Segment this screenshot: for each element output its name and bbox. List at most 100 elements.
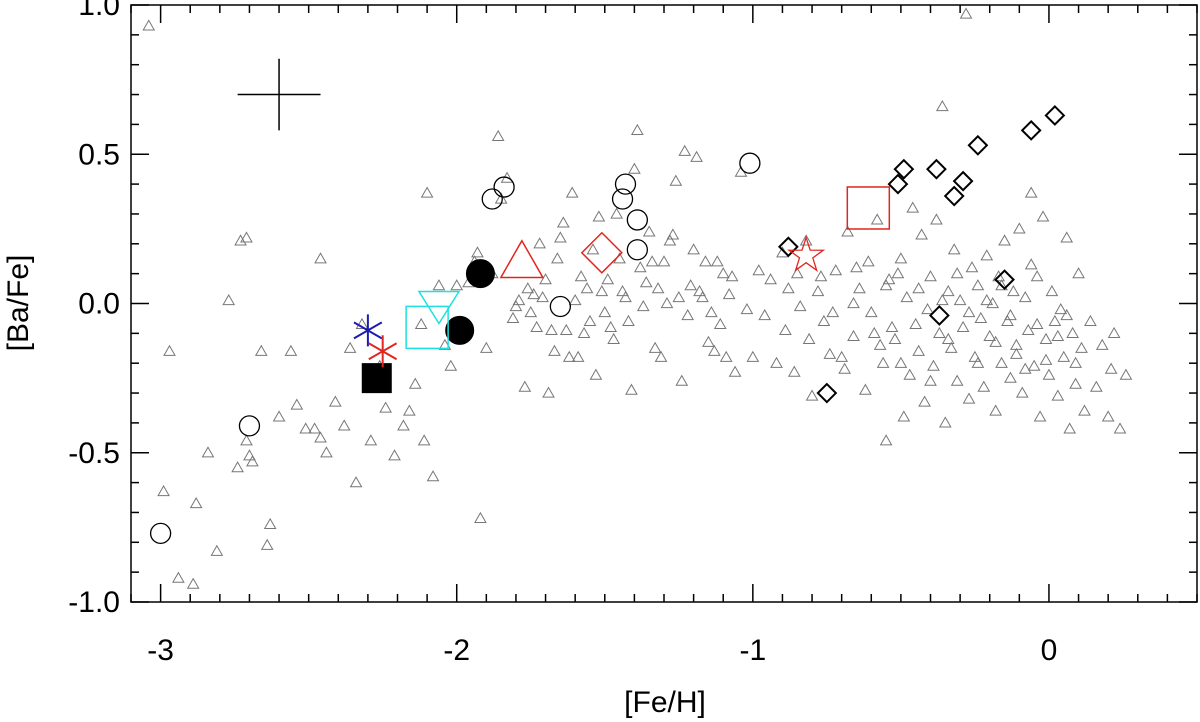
triangle-point [885, 320, 899, 333]
open-diamond-point [994, 269, 1015, 291]
open-circle-point [611, 188, 634, 210]
triangle-point [426, 470, 440, 482]
triangle-point [799, 234, 813, 246]
triangle-point [562, 350, 576, 362]
triangle-point [583, 314, 597, 327]
triangle-point [858, 383, 872, 395]
triangle-point [545, 323, 558, 335]
triangle-point [586, 243, 600, 255]
triangle-point [1095, 338, 1109, 350]
triangle-point [847, 329, 860, 341]
triangle-point [556, 216, 570, 228]
open-circle-point [549, 295, 572, 318]
triangle-point [1004, 371, 1017, 383]
triangle-point [941, 285, 955, 297]
open-diamond-point [887, 173, 909, 195]
triangle-point [254, 344, 268, 356]
triangle-point [980, 294, 994, 306]
triangle-point [577, 326, 591, 338]
triangle-point [681, 308, 695, 321]
triangle-point [918, 395, 931, 407]
triangle-point [1024, 258, 1038, 270]
open-circle-point [739, 152, 761, 174]
triangle-point [142, 19, 156, 31]
triangle-point [894, 356, 908, 368]
triangle-point [1051, 329, 1065, 341]
triangle-point [1027, 359, 1041, 371]
y-tick-label: 0.5 [78, 138, 120, 171]
triangle-point [518, 380, 532, 392]
triangle-point [548, 344, 561, 356]
triangle-point [601, 273, 615, 285]
triangle-point [1066, 326, 1079, 338]
triangle-point [630, 123, 644, 135]
triangle-point [559, 323, 573, 335]
triangle-point [527, 288, 541, 300]
triangle-point [432, 279, 446, 291]
triangle-point [746, 350, 760, 362]
open-diamond-point [1044, 105, 1066, 126]
triangle-point [983, 329, 997, 341]
triangle-point [349, 476, 363, 488]
triangle-point [234, 234, 247, 246]
triangle-point [414, 317, 428, 330]
triangle-point [450, 279, 464, 291]
triangle-point [542, 386, 555, 398]
triangle-point [947, 243, 961, 255]
asterisk-point [353, 314, 383, 347]
triangle-point [1018, 362, 1032, 374]
filled-circle-point [445, 315, 475, 345]
filled-circle-point [465, 259, 495, 289]
triangle-point [707, 344, 721, 356]
triangle-point [684, 279, 698, 291]
triangle-point [879, 434, 893, 446]
triangle-point [847, 296, 860, 309]
triangle-point [595, 285, 609, 297]
x-tick-label: -3 [147, 634, 174, 667]
triangle-point [1039, 353, 1053, 365]
triangle-point [690, 150, 703, 162]
open-circle-point [481, 188, 503, 210]
triangle-point [829, 264, 843, 276]
triangle-point [337, 419, 351, 431]
triangle-point [619, 291, 632, 303]
triangle-point [728, 365, 742, 377]
triangle-point [959, 7, 973, 19]
triangle-point [589, 368, 603, 380]
large-down-triangle-point [417, 290, 461, 325]
triangle-point [699, 255, 712, 267]
triangle-point [246, 455, 259, 467]
triangle-point [1039, 332, 1053, 344]
triangle-point [912, 282, 926, 294]
triangle-point [1113, 422, 1127, 434]
triangle-point [930, 213, 943, 225]
triangle-point [805, 389, 819, 401]
triangle-point [764, 273, 777, 285]
triangle-point [995, 279, 1008, 291]
large-open-square-point [846, 186, 891, 230]
triangle-point [491, 129, 505, 141]
triangle-point [906, 201, 920, 213]
triangle-point [272, 410, 286, 422]
triangle-point [1084, 314, 1097, 327]
triangle-point [189, 496, 203, 509]
triangle-point [580, 282, 594, 294]
triangle-point [980, 249, 994, 261]
triangle-point [343, 341, 357, 353]
triangle-point [604, 320, 618, 333]
triangle-point [402, 404, 416, 416]
triangle-point [201, 446, 215, 458]
y-tick-label: 1.0 [78, 0, 120, 22]
triangle-point [636, 299, 650, 312]
triangle-point [536, 291, 549, 303]
triangle-point [1101, 410, 1115, 422]
triangle-point [687, 243, 700, 255]
triangle-point [1104, 362, 1118, 374]
triangle-point [1054, 302, 1068, 315]
triangle-point [1030, 270, 1044, 282]
open-diamond-point [943, 185, 965, 207]
triangle-point [408, 377, 422, 389]
triangle-point [642, 225, 656, 237]
triangle-point [654, 350, 668, 362]
